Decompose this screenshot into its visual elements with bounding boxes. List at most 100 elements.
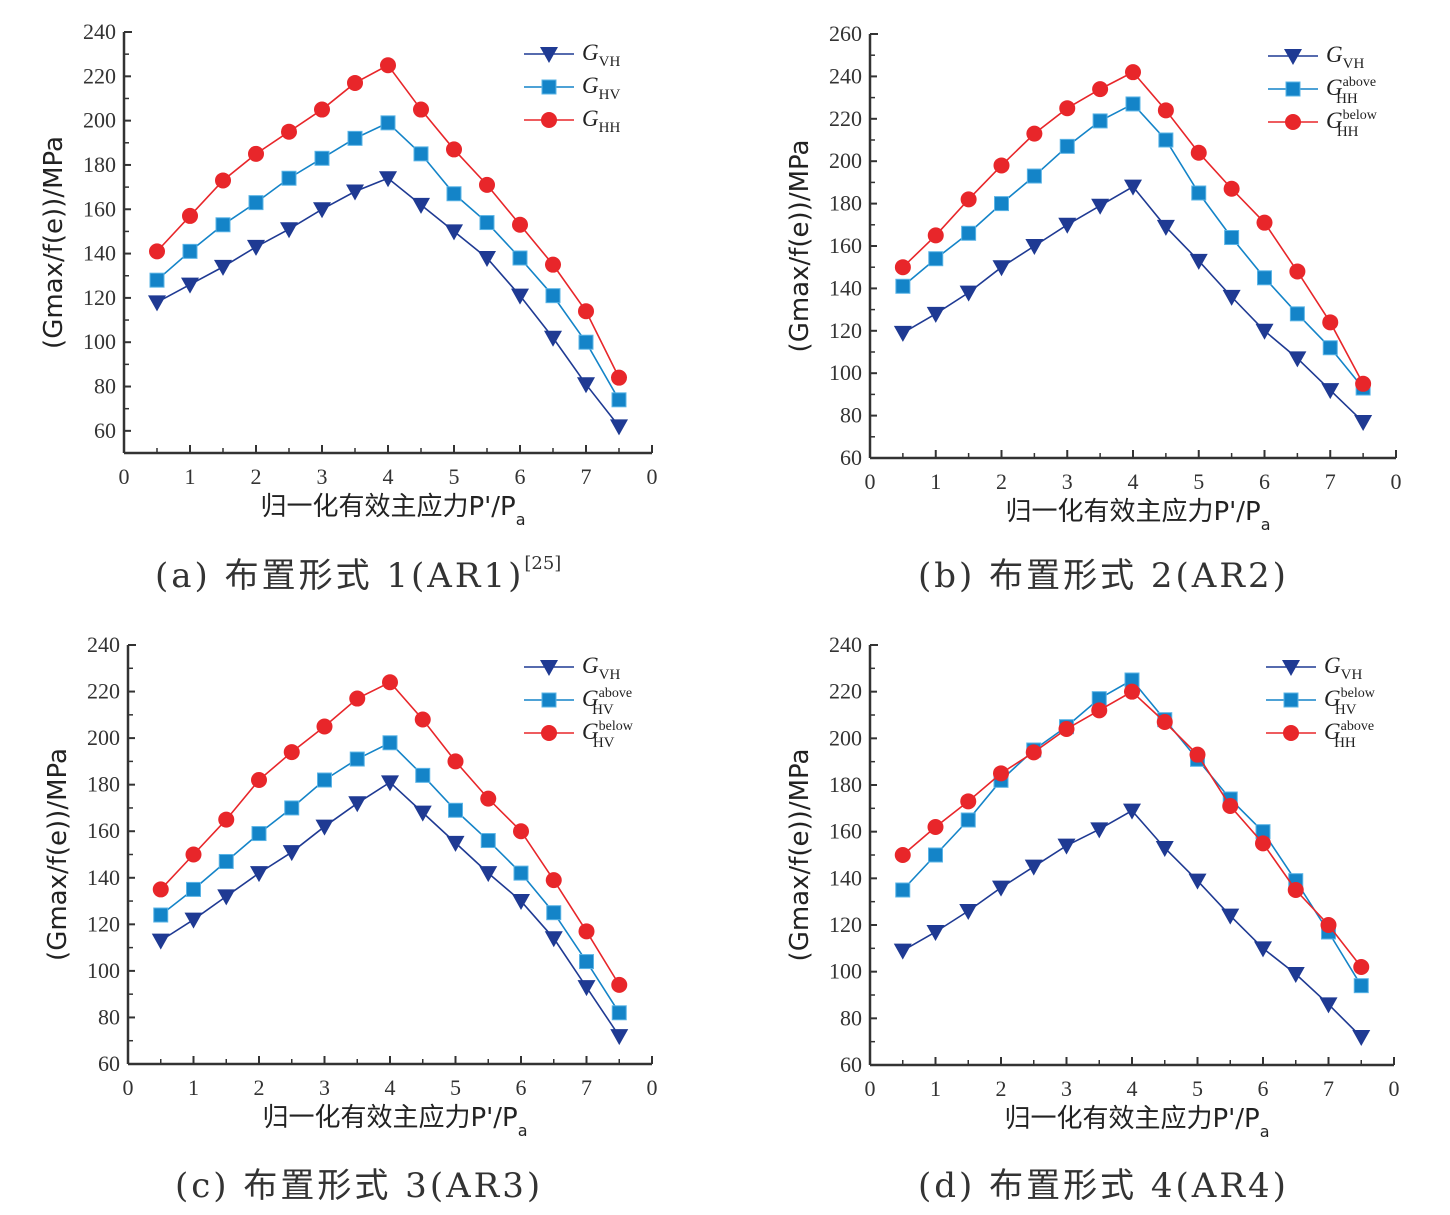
legend-marker	[1282, 660, 1300, 676]
legend-label-subscript: HH	[1337, 124, 1359, 140]
data-point	[1091, 198, 1110, 215]
legend-label: Gabove HH	[1324, 719, 1374, 751]
data-point	[1125, 64, 1141, 81]
legend-label: Gbelow HH	[1326, 108, 1378, 140]
data-point	[445, 224, 463, 241]
data-point	[960, 812, 976, 828]
data-point	[479, 866, 498, 883]
data-point	[218, 853, 234, 869]
legend-label: GVH	[1324, 653, 1362, 683]
data-point	[1124, 179, 1142, 196]
data-point	[992, 880, 1010, 897]
data-point	[1255, 835, 1271, 852]
data-point	[511, 288, 529, 305]
data-point	[1058, 721, 1075, 737]
data-point	[251, 772, 267, 789]
data-point	[182, 207, 198, 224]
data-point	[1124, 683, 1140, 700]
y-tick-label: 160	[829, 819, 862, 844]
y-tick-label: 180	[87, 772, 120, 797]
legend-marker	[1283, 725, 1299, 741]
data-point	[1156, 219, 1175, 236]
data-point	[1092, 81, 1109, 98]
data-point	[217, 889, 236, 906]
y-tick-label: 160	[87, 818, 120, 843]
chart-panel-b: 60 80 100 120 140 160 180 200 220 240 260 0 1 2 3 4 5 6 7 0…	[0, 0, 1450, 600]
caption-d: (d) 布置形式 4(AR4)	[918, 1158, 1289, 1207]
data-point	[248, 145, 264, 162]
data-point	[927, 227, 944, 244]
x-tick-label: 0	[647, 464, 658, 489]
y-tick-label: 120	[829, 912, 862, 937]
series-g-vh	[148, 171, 628, 436]
data-point	[1158, 132, 1174, 148]
x-tick-label: 5	[449, 464, 460, 489]
data-point	[1025, 744, 1042, 761]
legend-label: GVH	[1326, 42, 1364, 72]
data-point	[1354, 414, 1373, 431]
data-point	[1155, 841, 1174, 857]
data-point	[610, 1029, 629, 1046]
data-point	[349, 751, 365, 767]
legend-label-main: G	[1324, 719, 1341, 744]
data-point	[448, 802, 463, 818]
y-tick-label: 240	[829, 63, 862, 88]
legend-label-subscript: VH	[599, 667, 621, 683]
data-point	[1322, 340, 1338, 356]
legend-label-main: G	[1326, 42, 1343, 67]
legend-marker	[540, 660, 558, 676]
data-point	[1090, 822, 1109, 839]
y-axis-title: (Gmax/f(e))/MPa	[43, 748, 73, 961]
data-point	[380, 57, 396, 74]
data-point	[545, 288, 561, 304]
data-point	[315, 819, 334, 836]
data-point	[314, 101, 330, 118]
data-point	[895, 278, 911, 294]
series-g-hv-below	[895, 672, 1369, 994]
data-point	[1224, 230, 1240, 246]
data-point	[579, 954, 594, 970]
legend-label-superscript: below	[599, 719, 634, 734]
chart-b-axes: 60 80 100 120 140 160 180 200 220 240 260 0 1 2 3 4 5 6 7 0…	[785, 21, 1402, 534]
data-point	[184, 912, 203, 929]
x-tick-label: 2	[996, 1076, 1007, 1101]
data-point	[960, 191, 977, 208]
y-tick-label: 120	[87, 911, 120, 936]
x-tick-label: 7	[581, 464, 592, 489]
data-point	[577, 377, 595, 394]
legend-label-main: G	[582, 653, 599, 678]
data-point	[994, 196, 1009, 212]
y-tick-label: 80	[98, 1004, 120, 1029]
data-point	[1191, 185, 1207, 201]
y-tick-label: 60	[94, 418, 116, 443]
y-tick-label: 140	[829, 865, 862, 890]
chart-b-svg: 60 80 100 120 140 160 180 200 220 240 260 0 1 2 3 4 5 6 7 0…	[785, 21, 1402, 534]
data-point	[1355, 375, 1372, 392]
data-point	[512, 894, 530, 911]
legend-label-main: G	[1326, 108, 1343, 133]
data-point	[314, 150, 330, 166]
data-point	[1222, 798, 1239, 814]
legend-label: GVH	[582, 40, 620, 70]
x-tick-label: 0	[123, 1075, 134, 1100]
legend-label-superscript: below	[1343, 108, 1378, 123]
data-point	[1024, 859, 1043, 876]
data-point	[446, 835, 465, 852]
y-tick-label: 160	[83, 196, 116, 221]
data-point	[479, 215, 495, 231]
legend-marker	[540, 47, 558, 63]
data-point	[1223, 180, 1240, 197]
x-tick-label: 6	[1258, 1076, 1269, 1101]
x-tick-label: 1	[188, 1075, 199, 1100]
x-axis-title-subscript: a	[516, 510, 526, 529]
data-point	[1125, 96, 1141, 112]
data-point	[281, 170, 297, 186]
data-point	[347, 74, 363, 91]
data-point	[1157, 102, 1174, 119]
legend-label: GVH	[582, 653, 620, 683]
data-point	[926, 925, 945, 941]
y-axis-title: (Gmax/f(e))/MPa	[785, 140, 815, 353]
